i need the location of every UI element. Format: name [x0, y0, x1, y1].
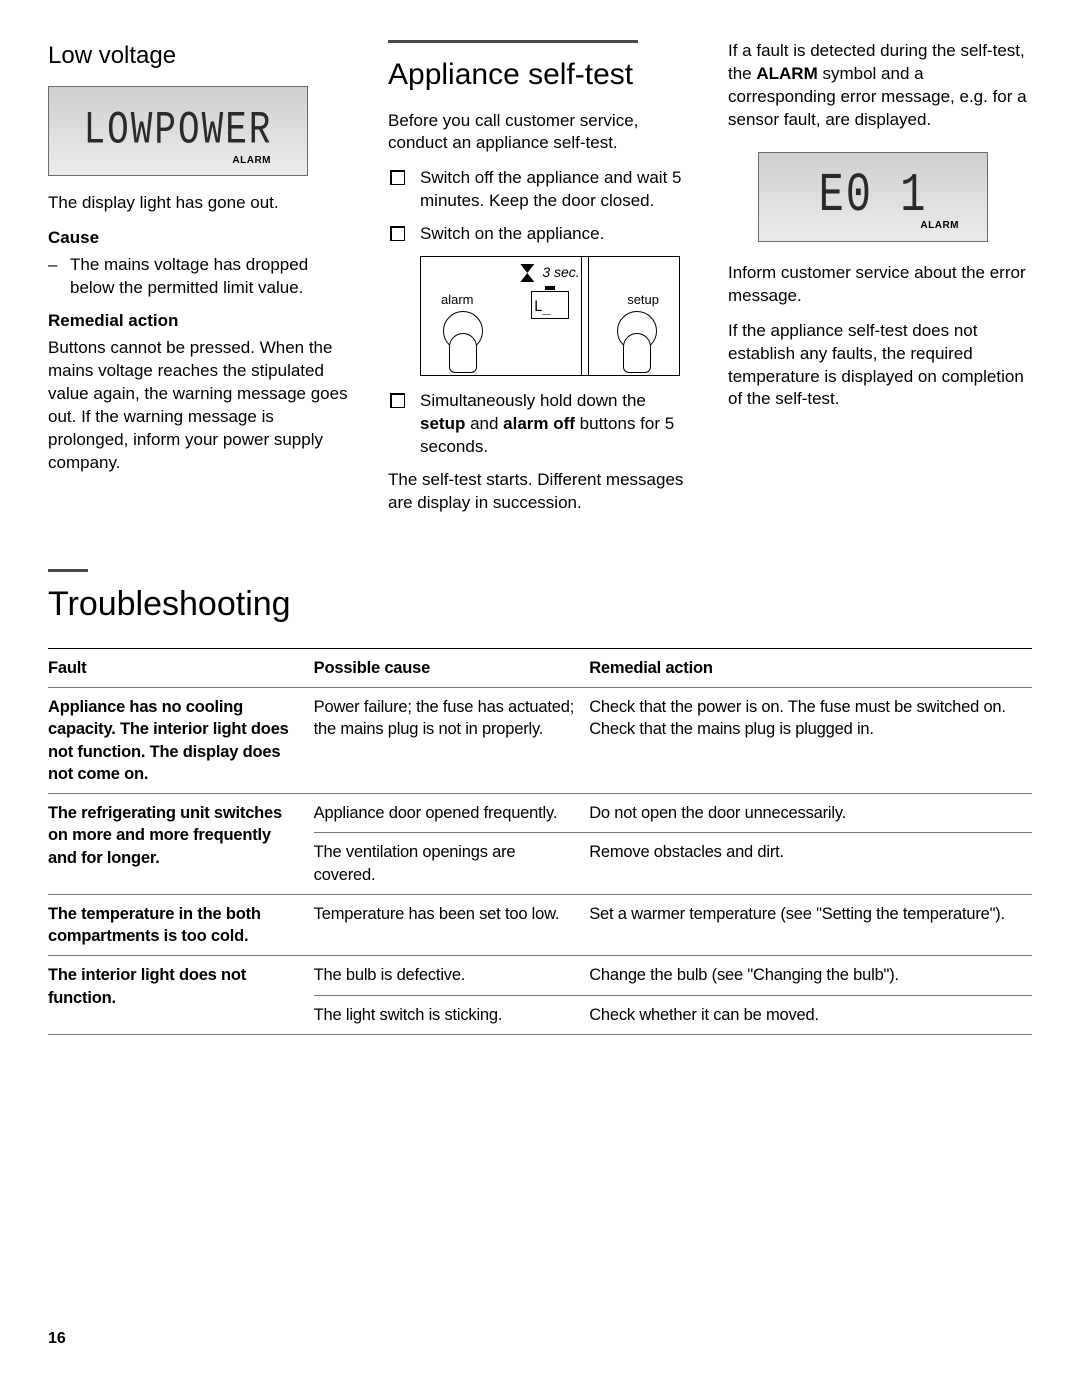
- lcd-error-text: E0 1: [819, 160, 928, 234]
- low-voltage-heading: Low voltage: [48, 40, 352, 72]
- page: Low voltage LOWPOWER ALARM The display l…: [48, 40, 1032, 1350]
- step-1: Switch off the appliance and wait 5 minu…: [388, 167, 692, 213]
- cause-heading: Cause: [48, 227, 352, 250]
- step-3: Simultaneously hold down the setup and a…: [388, 390, 692, 459]
- self-test-intro: Before you call customer service, conduc…: [388, 110, 692, 156]
- three-column-layout: Low voltage LOWPOWER ALARM The display l…: [48, 40, 1032, 527]
- section-rule: [388, 40, 638, 43]
- cell-fault: The temperature in the both compartments…: [48, 894, 314, 956]
- hourglass-icon: [520, 264, 534, 282]
- diagram-setup-label: setup: [627, 291, 659, 309]
- button-press-diagram: 3 sec. alarm L_ setup: [420, 256, 680, 376]
- lcd-display-error: E0 1 ALARM: [758, 152, 988, 242]
- diagram-alarm-label: alarm: [441, 291, 474, 309]
- self-test-steps-2: Simultaneously hold down the setup and a…: [388, 390, 692, 459]
- diagram-torn-edge: [581, 256, 589, 376]
- diagram-press-left: [437, 311, 489, 369]
- cell-cause: The light switch is sticking.: [314, 995, 590, 1034]
- lcd-display-lowpower: LOWPOWER ALARM: [48, 86, 308, 176]
- step-2: Switch on the appliance.: [388, 223, 692, 246]
- remedial-text: Buttons cannot be pressed. When the main…: [48, 337, 352, 475]
- column-fault-detected: If a fault is detected during the self-t…: [728, 40, 1032, 527]
- column-self-test: Appliance self-test Before you call cust…: [388, 40, 692, 527]
- cell-action: Set a warmer temperature (see "Setting t…: [589, 894, 1032, 956]
- cell-action: Change the bulb (see "Changing the bulb"…: [589, 956, 1032, 995]
- remedial-heading: Remedial action: [48, 310, 352, 333]
- diagram-press-right: [611, 311, 663, 369]
- self-test-heading: Appliance self-test: [388, 55, 692, 96]
- self-test-outro: The self-test starts. Different messages…: [388, 469, 692, 515]
- cell-action: Remove obstacles and dirt.: [589, 833, 1032, 895]
- table-row: The temperature in the both compartments…: [48, 894, 1032, 956]
- cell-action: Do not open the door unnecessarily.: [589, 794, 1032, 833]
- cell-fault: Appliance has no cooling capacity. The i…: [48, 688, 314, 794]
- table-row: The interior light does not function.The…: [48, 956, 1032, 995]
- cell-action: Check whether it can be moved.: [589, 995, 1032, 1034]
- th-fault: Fault: [48, 648, 314, 687]
- fault-detected-p1: If a fault is detected during the self-t…: [728, 40, 1032, 132]
- th-action: Remedial action: [589, 648, 1032, 687]
- step3-mid: and: [465, 414, 503, 433]
- fault-detected-p2: Inform customer service about the error …: [728, 262, 1032, 308]
- table-header-row: Fault Possible cause Remedial action: [48, 648, 1032, 687]
- cell-cause: The bulb is defective.: [314, 956, 590, 995]
- cell-cause: Temperature has been set too low.: [314, 894, 590, 956]
- cell-cause: Power failure; the fuse has actuated; th…: [314, 688, 590, 794]
- low-voltage-desc: The display light has gone out.: [48, 192, 352, 215]
- cell-action: Check that the power is on. The fuse mus…: [589, 688, 1032, 794]
- diagram-timer-label: 3 sec.: [542, 263, 579, 282]
- th-cause: Possible cause: [314, 648, 590, 687]
- cause-item: The mains voltage has dropped below the …: [48, 254, 352, 300]
- diagram-timer: 3 sec.: [520, 263, 579, 282]
- table-row: Appliance has no cooling capacity. The i…: [48, 688, 1032, 794]
- troubleshooting-rule: [48, 569, 88, 572]
- table-row: The refrigerating unit switches on more …: [48, 794, 1032, 833]
- troubleshooting-rule-wrap: [48, 569, 1032, 572]
- cause-list: The mains voltage has dropped below the …: [48, 254, 352, 300]
- p1-b: ALARM: [756, 64, 817, 83]
- step3-b1: setup: [420, 414, 465, 433]
- cell-fault: The interior light does not function.: [48, 956, 314, 1035]
- page-number: 16: [48, 1328, 66, 1350]
- diagram-mini-display: L_: [531, 291, 569, 319]
- troubleshooting-heading: Troubleshooting: [48, 582, 1032, 628]
- lcd-alarm-label: ALARM: [232, 154, 271, 168]
- step3-pre: Simultaneously hold down the: [420, 391, 646, 410]
- finger-icon: [623, 333, 651, 373]
- column-low-voltage: Low voltage LOWPOWER ALARM The display l…: [48, 40, 352, 527]
- cell-cause: Appliance door opened frequently.: [314, 794, 590, 833]
- self-test-steps: Switch off the appliance and wait 5 minu…: [388, 167, 692, 246]
- cell-cause: The ventilation openings are covered.: [314, 833, 590, 895]
- step3-b2: alarm off: [503, 414, 575, 433]
- finger-icon: [449, 333, 477, 373]
- troubleshooting-table: Fault Possible cause Remedial action App…: [48, 648, 1032, 1035]
- fault-detected-p3: If the appliance self-test does not esta…: [728, 320, 1032, 412]
- lcd-error-alarm-label: ALARM: [920, 219, 959, 233]
- cell-fault: The refrigerating unit switches on more …: [48, 794, 314, 895]
